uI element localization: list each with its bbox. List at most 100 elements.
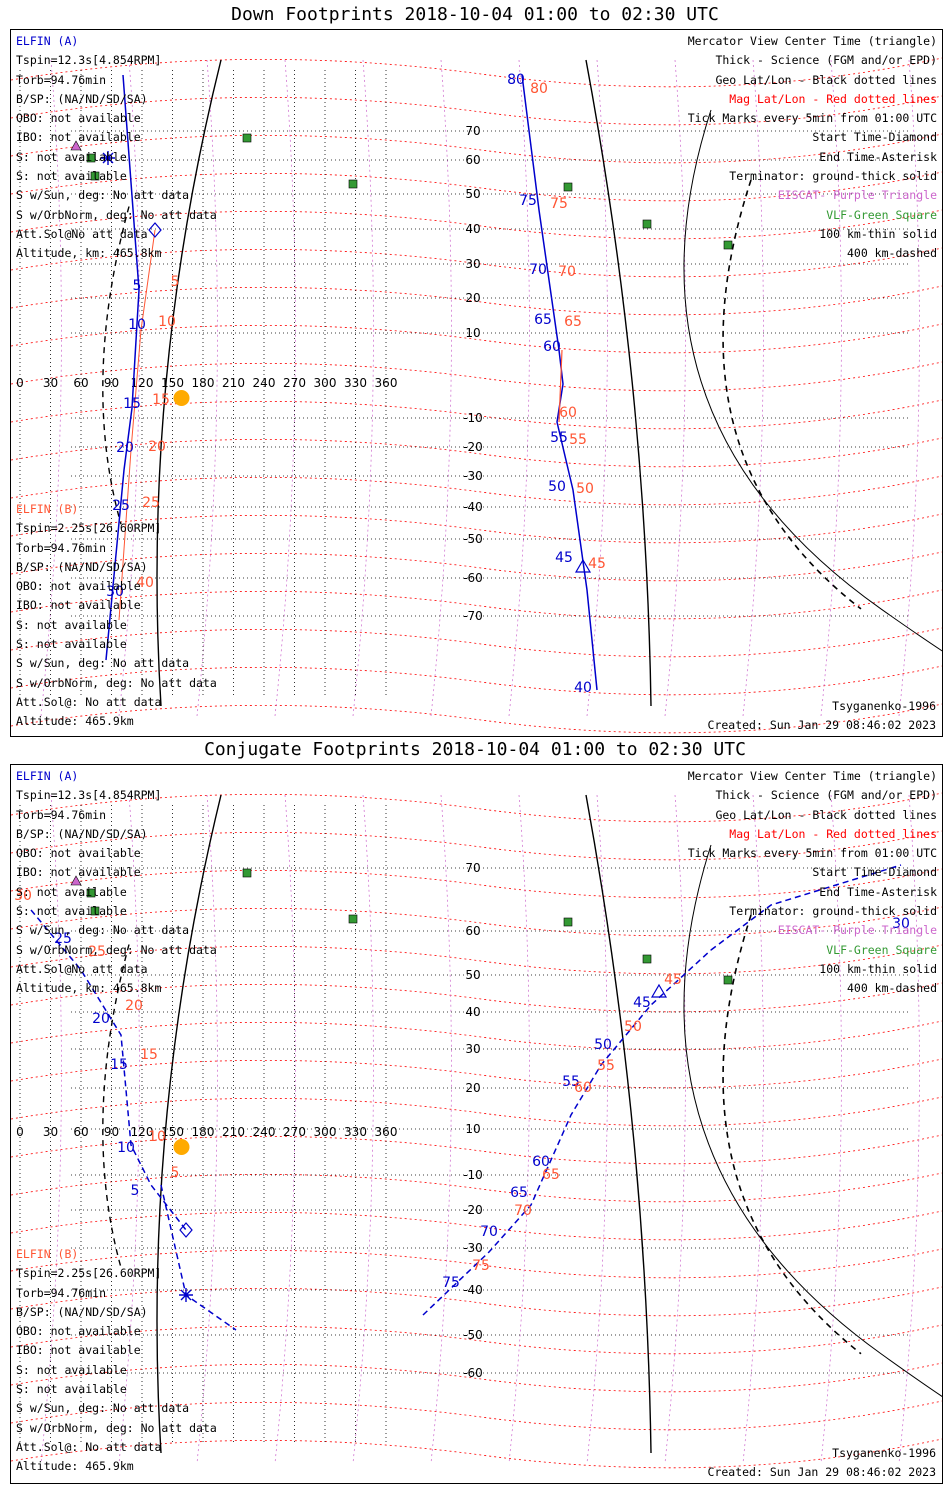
elfin-a-track <box>521 74 598 691</box>
mag-lat-line <box>11 1096 942 1127</box>
legend: Mercator View Center Time (triangle) Thi… <box>688 32 937 264</box>
mag-lon-line <box>820 59 842 717</box>
elfin-a-track-label: 45 <box>633 995 651 1011</box>
vlf-station-marker <box>86 153 96 163</box>
elfin-a-heading: ELFIN (A) <box>16 34 79 48</box>
legend-item: Geo Lat/Lon - Black dotted lines <box>715 72 937 87</box>
mag-lat-line <box>11 1058 942 1089</box>
mag-lat-line <box>11 1020 942 1051</box>
terminator-400km-line <box>722 914 862 1355</box>
elfin-a-track-label: 10 <box>117 1140 135 1156</box>
lon-tick-label: 240 <box>253 1125 276 1139</box>
mag-lat-line <box>11 868 942 899</box>
lon-tick-label: 90 <box>104 1125 119 1139</box>
elfin-b-track-label: 10 <box>148 1129 166 1145</box>
mag-lat-line <box>11 1134 942 1165</box>
elfin-a-track <box>105 74 140 661</box>
legend-item: 100 km-thin solid <box>819 226 937 241</box>
eiscat-station-marker <box>70 140 82 151</box>
elfin-b-track-label: 50 <box>576 481 594 497</box>
elfin-b-track-label: 50 <box>624 1019 642 1035</box>
legend-item: VLF-Green Square <box>826 207 937 222</box>
sun-icon <box>173 1139 190 1155</box>
lat-tick-label: -30 <box>463 1241 483 1255</box>
lat-tick-label: 30 <box>465 1042 480 1056</box>
lon-tick-label: 360 <box>375 376 398 390</box>
lat-tick-label: 70 <box>465 124 480 138</box>
vlf-station-marker <box>642 954 652 964</box>
map-panel-down: 0 30 60 90 120 150 180 210 240 270 300 330 360 70 60 50… <box>10 29 943 737</box>
elfin-a-line: S w/Sun, deg: No att data <box>16 188 190 203</box>
mag-lat-line <box>11 323 942 354</box>
lat-tick-label: -60 <box>463 1366 483 1380</box>
elfin-a-line: OBO: not available <box>16 111 141 126</box>
elfin-a-track-label: 30 <box>892 916 910 932</box>
elfin-b-line: S w/Sun, deg: No att data <box>16 1401 190 1416</box>
mag-lat-line <box>11 95 942 126</box>
mag-lon-line <box>586 794 608 1464</box>
mag-lat-line <box>11 906 942 937</box>
elfin-a-info: ELFIN (A) Tspin=12.3s[4.854RPM] Torb=94.… <box>16 767 217 999</box>
lon-tick-label: 180 <box>192 1125 215 1139</box>
elfin-b-line: OBO: not available <box>16 579 141 594</box>
legend-item: Mag Lat/Lon - Red dotted lines <box>729 826 937 841</box>
mag-lat-line <box>11 1400 942 1431</box>
mag-lat-line <box>11 57 942 88</box>
lat-tick-label: 20 <box>465 291 480 305</box>
elfin-b-track-label: 55 <box>569 432 587 448</box>
elfin-a-track <box>30 909 187 1231</box>
legend-item: Tick Marks every 5min from 01:00 UTC <box>687 846 937 861</box>
elfin-b-track-label: 15 <box>140 1047 158 1063</box>
legend-item: End Time-Asterisk <box>819 149 937 164</box>
vlf-station-marker <box>242 868 252 878</box>
elfin-a-track-label: 75 <box>519 193 537 209</box>
elfin-b-track-label: 25 <box>142 495 160 511</box>
elfin-b-track-label: 45 <box>664 972 682 988</box>
elfin-a-line: Altitude, km: 465.8km <box>16 246 162 261</box>
elfin-b-line: S: not available <box>16 637 127 652</box>
mag-lat-line <box>11 171 942 202</box>
mag-lat-line <box>11 551 942 582</box>
terminator-400km-line <box>722 179 862 610</box>
mag-lon-line <box>118 794 140 1464</box>
elfin-a-track-label: 15 <box>123 396 141 412</box>
mag-lat-line <box>11 513 942 544</box>
lon-tick-label: 0 <box>16 376 24 390</box>
lon-tick-label: 210 <box>222 376 245 390</box>
elfin-a-line: S: not available <box>16 149 127 164</box>
lat-tick-label: -50 <box>463 532 483 546</box>
elfin-b-line: S w/OrbNorm, deg: No att data <box>16 675 217 690</box>
lon-tick-label: 270 <box>283 376 306 390</box>
lat-tick-label: 60 <box>465 153 480 167</box>
sun-icon <box>173 390 190 406</box>
start-time-diamond <box>179 1222 193 1238</box>
mag-lat-line <box>11 1286 942 1317</box>
mag-lat-line <box>11 1172 942 1203</box>
mag-lat-line <box>11 285 942 316</box>
elfin-a-track-label: 50 <box>548 479 566 495</box>
mag-lat-line <box>11 399 942 430</box>
lon-tick-label: 0 <box>16 1125 24 1139</box>
elfin-a-track-label: 50 <box>594 1037 612 1053</box>
lat-tick-label: -40 <box>463 500 483 514</box>
elfin-b-track-label: 70 <box>558 264 576 280</box>
elfin-b-info: ELFIN (B) Tspin=2.25s[26.60RPM] Torb=94.… <box>16 500 217 732</box>
elfin-b-line: Att.Sol@: No att data <box>16 1439 162 1454</box>
map-canvas: 0 30 60 90 120 150 180 210 240 270 300 330 360706050… <box>11 57 942 734</box>
lat-tick-label: -70 <box>463 765 483 768</box>
mag-lat-line <box>11 1438 942 1469</box>
elfin-a-track-label: 55 <box>550 430 568 446</box>
lon-tick-label: 360 <box>375 1125 398 1139</box>
lon-tick-label: 150 <box>161 1125 184 1139</box>
lat-tick-label: -30 <box>463 469 483 483</box>
mag-lon-line <box>196 794 218 1464</box>
elfin-b-info: ELFIN (B) Tspin=2.25s[26.60RPM] Torb=94.… <box>16 1245 217 1477</box>
elfin-a-track-label: 20 <box>92 1011 110 1027</box>
elfin-a-track-label: 30 <box>106 584 124 600</box>
elfin-b-track-label: 5 <box>171 274 180 290</box>
terminator-line <box>156 59 222 707</box>
elfin-b-line: B/SP: (NA/ND/SD/SA) <box>16 559 148 574</box>
elfin-a-line: Att.Sol@No att data <box>16 226 148 241</box>
elfin-b-line: Tspin=2.25s[26.60RPM] <box>16 1266 162 1281</box>
lon-tick-label: 270 <box>283 1125 306 1139</box>
